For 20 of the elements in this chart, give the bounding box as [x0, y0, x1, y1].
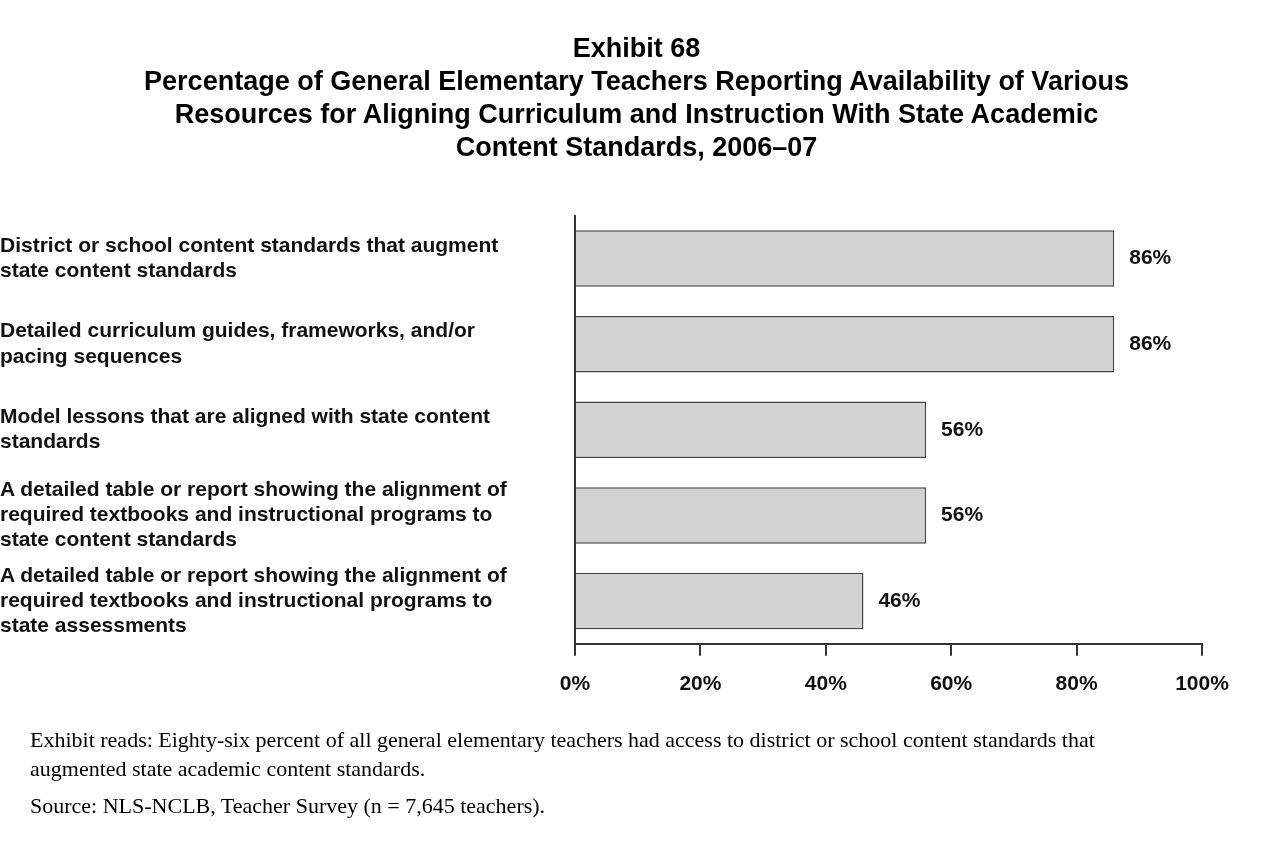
data-label: 86% [1129, 331, 1172, 354]
x-tick-label: 100% [1175, 671, 1230, 695]
source-note: Source: NLS-NCLB, Teacher Survey (n = 7,645 teachers). [30, 792, 547, 820]
chart-title: Exhibit 68 [571, 32, 702, 65]
y-tick-label: A detailed table or report showing the alignment of required textbooks and instructional programs to state content standards [0, 477, 508, 551]
y-tick-label: A detailed table or report showing the alignment of required textbooks and instructional programs to state assessments [0, 562, 508, 636]
y-tick-label: Detailed curriculum guides, frameworks, and/or pacing sequences [0, 318, 475, 367]
y-tick-label: District or school content standards that augment state content standards [0, 232, 499, 281]
text: Exhibit reads: Eighty-six percent of all general elementary teachers had access to district or school content standards that augmented state academic content standards. [30, 726, 1096, 783]
data-label: 86% [1129, 245, 1172, 269]
y-tick-label: Model lessons that are aligned with state content standards [0, 404, 491, 453]
chart-subtitle: Percentage of General Elementary Teachers Reporting Availability of Various Resources for Aligning Curriculum and Instruction With State Academic Content Standards, 2006–07 [143, 65, 1130, 164]
x-tick-label: 80% [1055, 671, 1098, 695]
x-tick-label: 60% [930, 671, 973, 695]
data-label: 56% [941, 502, 984, 526]
data-label: 46% [878, 587, 921, 611]
x-tick-label: 20% [679, 671, 722, 695]
data-label: 56% [941, 416, 984, 440]
x-tick-label: 40% [804, 671, 848, 695]
x-tick-label: 0% [559, 671, 591, 695]
